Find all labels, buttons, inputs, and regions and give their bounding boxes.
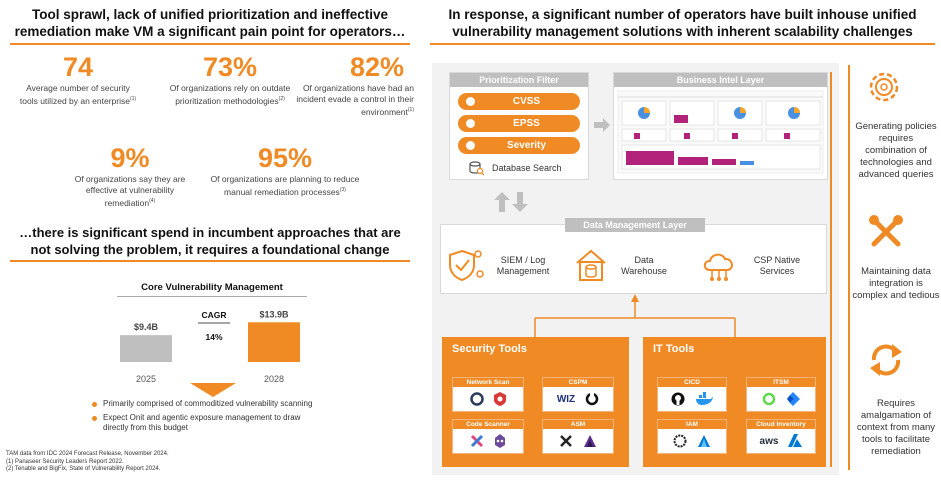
azure-logo-icon <box>788 434 803 447</box>
right-header: In response, a significant number of ope… <box>448 7 917 39</box>
security-tools-panel: Security Tools Network Scan CSPM WIZ Cod… <box>442 337 629 467</box>
tile-cloud-inventory: Cloud Inventory aws <box>746 419 816 454</box>
mascot-logo-icon <box>495 434 505 448</box>
left-subheader-rule <box>10 260 410 262</box>
footnote-2: (2) Tenable and BigFix, State of Vulnera… <box>6 466 161 472</box>
bi-dashboard-thumbnail <box>617 90 824 174</box>
chart-title: Core Vulnerability Management <box>141 282 283 293</box>
challenges-rule <box>848 65 850 470</box>
challenge-context: Requires amalgamation of context from ma… <box>856 398 936 457</box>
cloud-network-icon <box>703 253 733 281</box>
github-logo-icon <box>671 392 685 406</box>
aws-logo-icon: aws <box>759 435 779 447</box>
pill-severity: Severity <box>458 137 580 154</box>
tile-cicd: CICD <box>657 377 727 412</box>
okta-logo-icon <box>673 434 687 448</box>
stat-2-value: 73% <box>202 52 258 82</box>
tools-connector <box>534 294 736 338</box>
stat-1-value: 74 <box>62 52 94 82</box>
data-management-title: Data Management Layer <box>565 218 705 232</box>
challenge-policies: Generating policies requires combination… <box>855 121 937 180</box>
up-down-arrows-icon <box>494 192 528 212</box>
x-label-2028: 2028 <box>264 374 284 384</box>
left-subheader: …there is significant spend in incumbent… <box>19 225 401 257</box>
prioritization-filter-title: Prioritization Filter <box>450 73 588 87</box>
stat-1-label: Average number of security tools utilize… <box>19 83 130 106</box>
right-header-rule <box>430 43 935 45</box>
dml-warehouse: Data Warehouse <box>621 255 667 276</box>
chart-title-rule <box>117 296 307 297</box>
siem-shield-icon <box>449 249 484 282</box>
cagr-value: 14% <box>205 332 222 342</box>
stat-3-label: Of organizations have had an incident ev… <box>296 83 414 117</box>
refresh-icon <box>870 344 902 376</box>
it-tools-panel: IT Tools CICD ITSM IAM Cloud Inventory a… <box>643 337 826 467</box>
footnote-tam: TAM data from IDC 2024 Forecast Release,… <box>6 451 169 457</box>
jira-logo-icon <box>787 392 800 406</box>
challenge-integration: Maintaining data integration is complex … <box>852 266 940 301</box>
tile-code-scanner: Code Scanner <box>452 419 524 454</box>
stat-4-value: 9% <box>110 143 150 173</box>
database-search-label: Database Search <box>492 163 562 173</box>
bar-label-2025: $9.4B <box>134 322 159 332</box>
shield-logo-icon <box>494 392 506 406</box>
servicenow-logo-icon <box>762 392 776 406</box>
wiz-logo-icon: WIZ <box>556 393 576 405</box>
azure-ad-logo-icon <box>698 435 710 447</box>
tile-network-scan: Network Scan <box>452 377 524 412</box>
right-arrow-icon <box>594 118 610 132</box>
bar-label-2028: $13.9B <box>259 309 289 319</box>
tile-itsm: ITSM <box>746 377 816 412</box>
business-intel-box: Business Intel Layer <box>613 72 828 180</box>
stat-5-label: Of organizations are planning to reduce … <box>210 174 360 197</box>
data-management-box <box>440 224 827 294</box>
database-search-icon <box>469 161 484 176</box>
stat-4-label: Of organizations say they are effective … <box>74 174 186 208</box>
stat-2-label: Of organizations rely on outdate priorit… <box>169 83 291 106</box>
bullet-2: Expect Onit and agentic exposure managem… <box>103 413 301 432</box>
x-label-2025: 2025 <box>136 374 156 384</box>
security-tools-title: Security Tools <box>452 343 527 355</box>
diagram-right-rule <box>830 72 832 467</box>
gear-icon <box>869 72 899 102</box>
bar-2028 <box>248 322 300 362</box>
vm-bar-chart: $9.4B $13.9B 2025 2028 CAGR 14% <box>120 309 300 384</box>
stat-1: 74 Average number of security tools util… <box>19 52 137 106</box>
stat-5-value: 95% <box>257 143 313 173</box>
cross-logo-icon <box>470 434 484 448</box>
dml-siem: SIEM / Log Management <box>496 255 550 276</box>
data-warehouse-icon <box>576 249 606 281</box>
pill-epss: EPSS <box>458 115 580 132</box>
left-header-rule <box>10 43 410 45</box>
footnote-1: (1) Panaseer Security Leaders Report 202… <box>6 458 124 465</box>
business-intel-title: Business Intel Layer <box>614 73 827 87</box>
stat-3: 82% Of organizations have had an inciden… <box>288 52 414 118</box>
cagr-label: CAGR <box>201 310 226 320</box>
cspm-ring-icon <box>585 392 599 406</box>
prioritization-filter-box: Prioritization Filter CVSS EPSS Severity… <box>449 72 589 180</box>
stat-2: 73% Of organizations rely on outdate pri… <box>160 52 300 107</box>
chart-down-arrow <box>190 383 236 397</box>
footnotes: TAM data from IDC 2024 Forecast Release,… <box>6 451 306 474</box>
tile-cspm: CSPM WIZ <box>542 377 614 412</box>
stat-5: 95% Of organizations are planning to red… <box>205 143 365 198</box>
asm-x-logo-icon <box>560 435 572 447</box>
dml-csp: CSP Native Services <box>753 255 801 276</box>
network-scan-logo-icon <box>470 392 484 406</box>
tile-iam: IAM <box>657 419 727 454</box>
docker-logo-icon <box>696 392 713 405</box>
pill-cvss: CVSS <box>458 93 580 110</box>
asm-triangle-logo-icon <box>584 435 596 447</box>
bullet-list: Primarily comprised of commoditized vuln… <box>92 399 322 433</box>
bar-2025 <box>120 335 172 362</box>
stat-4: 9% Of organizations say they are effecti… <box>60 143 200 209</box>
tools-wrench-icon <box>869 215 903 247</box>
stat-3-value: 82% <box>349 52 404 82</box>
bullet-1: Primarily comprised of commoditized vuln… <box>103 399 313 408</box>
left-header: Tool sprawl, lack of unified prioritizat… <box>14 7 406 39</box>
tile-asm: ASM <box>542 419 614 454</box>
it-tools-title: IT Tools <box>653 343 695 355</box>
